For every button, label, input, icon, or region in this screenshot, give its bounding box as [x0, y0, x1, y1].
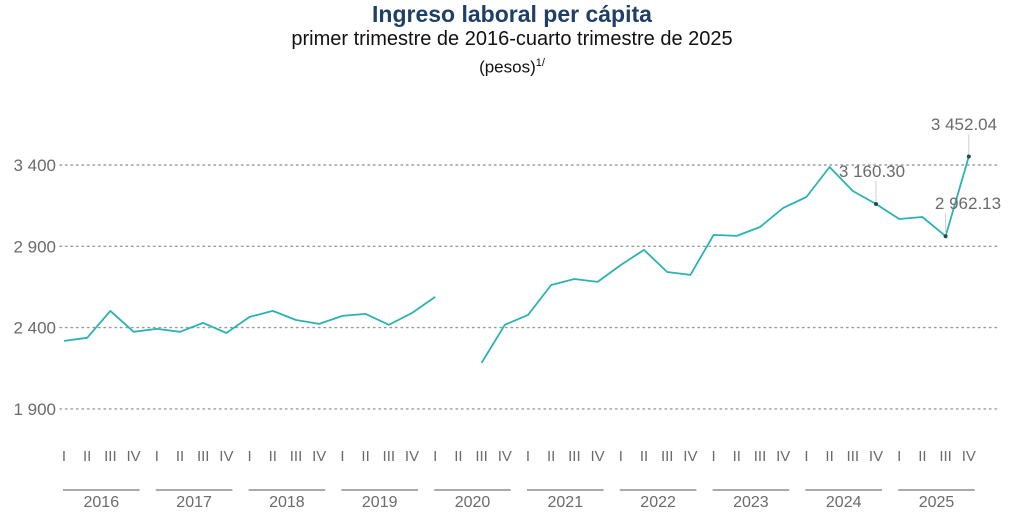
x-tick-label: IV	[869, 448, 883, 465]
data-label: 2 962.13	[935, 194, 1001, 213]
x-tick-label: II	[640, 448, 648, 465]
data-label: 3 160.30	[839, 162, 905, 181]
unit-footnote: 1/	[535, 57, 545, 69]
x-tick-label: III	[568, 448, 581, 465]
data-label: 3 452.04	[931, 115, 997, 134]
x-tick-label: I	[62, 448, 66, 465]
unit-label: (pesos)	[479, 57, 536, 77]
year-label: 2022	[640, 494, 676, 511]
x-tick-label: I	[248, 448, 252, 465]
x-tick-label: I	[897, 448, 901, 465]
x-tick-label: II	[361, 448, 369, 465]
series-line	[63, 156, 970, 364]
x-tick-label: I	[340, 448, 344, 465]
x-tick-label: I	[526, 448, 530, 465]
chart-unit: (pesos)1/	[0, 52, 1024, 79]
x-tick-label: II	[733, 448, 741, 465]
year-label: 2018	[269, 494, 305, 511]
x-tick-label: III	[290, 448, 303, 465]
year-label: 2020	[455, 494, 491, 511]
x-tick-label: III	[383, 448, 396, 465]
x-tick-label: II	[454, 448, 462, 465]
x-tick-label: IV	[776, 448, 790, 465]
x-tick-label: II	[83, 448, 91, 465]
x-tick-label: IV	[591, 448, 605, 465]
x-tick-label: II	[825, 448, 833, 465]
chart-subtitle: primer trimestre de 2016-cuarto trimestr…	[291, 28, 733, 50]
year-label: 2023	[733, 494, 769, 511]
x-tick-label: II	[269, 448, 277, 465]
x-tick-label: IV	[312, 448, 326, 465]
year-label: 2017	[176, 494, 212, 511]
x-tick-label: IV	[962, 448, 976, 465]
x-tick-label: IV	[683, 448, 697, 465]
year-label: 2024	[826, 494, 862, 511]
x-tick-label: I	[804, 448, 808, 465]
annotation-marker	[966, 154, 971, 159]
x-tick-label: III	[847, 448, 860, 465]
x-tick-label: I	[433, 448, 437, 465]
x-tick-label: II	[176, 448, 184, 465]
x-tick-label: I	[619, 448, 623, 465]
x-tick-label: I	[712, 448, 716, 465]
x-tick-label: IV	[127, 448, 141, 465]
year-label: 2021	[548, 494, 584, 511]
series-segment	[63, 296, 436, 342]
series-segment	[480, 156, 970, 364]
y-tick-label: 1 900	[13, 400, 56, 419]
x-tick-label: IV	[498, 448, 512, 465]
y-tick-label: 3 400	[13, 156, 56, 175]
gridlines	[59, 164, 1001, 410]
x-tick-label: II	[918, 448, 926, 465]
x-tick-label: III	[475, 448, 488, 465]
x-tick-label: III	[939, 448, 952, 465]
year-label: 2025	[919, 494, 955, 511]
annotations: 3 160.30 2 962.13 3 452.04	[839, 115, 1001, 239]
chart-title: Ingreso laboral per cápita	[372, 1, 652, 27]
annotation-marker	[874, 201, 878, 206]
y-axis: 1 900 2 400 2 900 3 400	[13, 156, 56, 419]
annotation-marker	[943, 234, 948, 239]
x-tick-label: I	[155, 448, 159, 465]
x-tick-label: III	[197, 448, 210, 465]
x-tick-label: IV	[219, 448, 233, 465]
y-tick-label: 2 900	[13, 237, 56, 256]
x-tick-label: III	[104, 448, 117, 465]
x-tick-label: IV	[405, 448, 419, 465]
y-tick-label: 2 400	[13, 319, 56, 338]
year-label: 2019	[362, 494, 398, 511]
x-tick-label: III	[754, 448, 767, 465]
x-tick-label: II	[547, 448, 555, 465]
year-label: 2016	[84, 494, 120, 511]
x-tick-label: III	[661, 448, 674, 465]
